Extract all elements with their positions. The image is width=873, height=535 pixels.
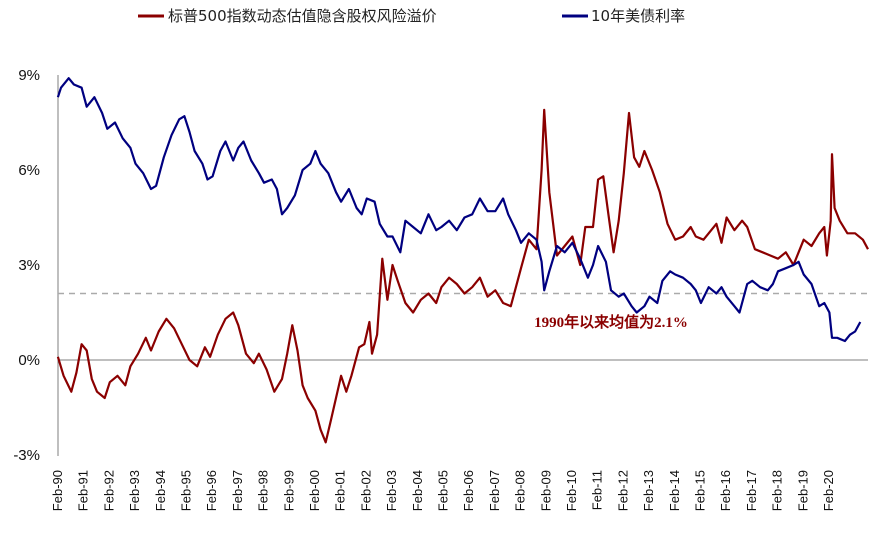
x-tick-label: Feb-12 — [615, 470, 630, 511]
mean-annotation: 1990年以来均值为2.1% — [534, 313, 688, 331]
x-tick-label: Feb-03 — [384, 470, 399, 511]
x-tick-label: Feb-17 — [744, 470, 759, 511]
x-tick-label: Feb-13 — [641, 470, 656, 511]
series-line-yield — [56, 77, 862, 343]
x-tick-label: Feb-94 — [153, 470, 168, 511]
y-tick-label: -3% — [13, 447, 40, 464]
x-tick-label: Feb-19 — [795, 470, 810, 511]
x-tick-label: Feb-10 — [564, 470, 579, 511]
y-axis-tick-labels: -3% 0% 3% 6% 9% — [13, 67, 40, 464]
x-tick-label: Feb-07 — [487, 470, 502, 511]
x-tick-label: Feb-92 — [101, 470, 116, 511]
x-tick-label: Feb-99 — [281, 470, 296, 511]
x-tick-label: Feb-06 — [461, 470, 476, 511]
x-tick-label: Feb-08 — [513, 470, 528, 511]
x-tick-label: Feb-96 — [204, 470, 219, 511]
x-tick-label: Feb-97 — [230, 470, 245, 511]
legend-label-yield: 10年美债利率 — [591, 7, 685, 25]
x-tick-label: Feb-09 — [538, 470, 553, 511]
x-tick-label: Feb-18 — [770, 470, 785, 511]
y-tick-label: 9% — [18, 67, 40, 84]
x-tick-label: Feb-90 — [50, 470, 65, 511]
x-tick-label: Feb-14 — [667, 470, 682, 511]
series-line-erp — [56, 108, 869, 444]
x-tick-label: Feb-05 — [436, 470, 451, 511]
x-tick-label: Feb-98 — [256, 470, 271, 511]
x-tick-label: Feb-91 — [76, 470, 91, 511]
x-tick-label: Feb-20 — [821, 470, 836, 511]
x-tick-label: Feb-04 — [410, 470, 425, 511]
x-tick-label: Feb-11 — [590, 470, 605, 510]
x-tick-label: Feb-95 — [179, 470, 194, 511]
y-tick-label: 6% — [18, 162, 40, 179]
x-axis-tick-labels: Feb-90 Feb-91 Feb-92 Feb-93 Feb-94 Feb-95 Feb-… — [50, 470, 836, 511]
x-tick-label: Feb-02 — [358, 470, 373, 511]
y-tick-label: 0% — [18, 352, 40, 369]
y-tick-label: 3% — [18, 257, 40, 274]
x-tick-label: Feb-01 — [333, 470, 348, 511]
legend: 标普500指数动态估值隐含股权风险溢价 10年美债利率 — [138, 7, 685, 25]
x-tick-label: Feb-16 — [718, 470, 733, 511]
x-tick-label: Feb-15 — [693, 470, 708, 511]
x-tick-label: Feb-00 — [307, 470, 322, 511]
x-tick-label: Feb-93 — [127, 470, 142, 511]
legend-label-erp: 标普500指数动态估值隐含股权风险溢价 — [168, 7, 437, 25]
